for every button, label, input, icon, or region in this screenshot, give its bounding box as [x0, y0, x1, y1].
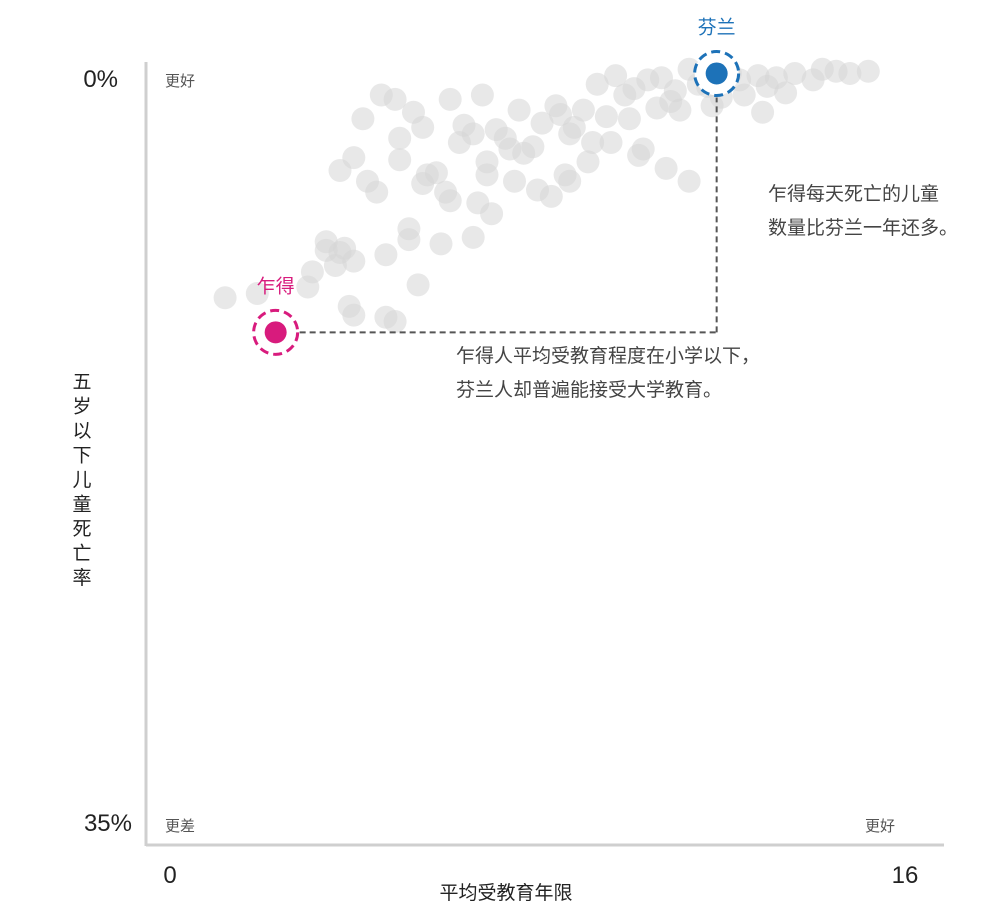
scatter-point	[645, 96, 669, 120]
scatter-point	[751, 100, 775, 124]
scatter-point	[585, 72, 609, 96]
highlight-points: 乍得 芬兰	[252, 16, 741, 356]
scatter-point	[351, 107, 375, 131]
scatter-point	[530, 111, 554, 135]
scatter-point	[300, 260, 324, 284]
scatter-point	[388, 126, 412, 150]
y-axis-label-char: 下	[72, 445, 91, 467]
y-axis-label-char: 以	[72, 420, 91, 442]
scatter-point	[383, 310, 407, 333]
scatter-point	[668, 98, 692, 122]
highlight-label-1: 芬兰	[698, 16, 736, 38]
y-axis-label-char: 死	[72, 518, 91, 540]
scatter-point	[801, 68, 825, 92]
y-tick-top: 0%	[83, 66, 118, 93]
scatter-point	[328, 241, 352, 264]
annotation-chad-line-2: 芬兰人却普遍能接受大学教育。	[456, 379, 722, 401]
scatter-point	[374, 243, 398, 267]
scatter-point	[388, 148, 412, 172]
x-tick-left: 0	[163, 862, 176, 889]
x-axis-label: 平均受教育年限	[439, 882, 572, 904]
scatter-point	[507, 98, 531, 122]
scatter-point	[397, 228, 421, 252]
scatter-point	[328, 159, 352, 182]
scatter-point	[415, 163, 439, 187]
scatter-point	[213, 286, 237, 310]
scatter-point	[617, 107, 641, 131]
scatter-point	[383, 87, 407, 111]
scatter-point	[406, 273, 430, 297]
annotation-finland-line-1: 乍得每天死亡的儿童	[768, 183, 939, 205]
scatter-point	[654, 156, 678, 180]
scatter-point	[838, 62, 862, 85]
y-axis-label-char: 率	[72, 567, 91, 589]
scatter-point	[558, 122, 582, 146]
scatter-point	[493, 126, 517, 150]
scatter-point	[677, 169, 701, 193]
background-points	[213, 57, 880, 333]
scatter-point	[245, 282, 269, 305]
corner-label-top-left: 更好	[165, 72, 195, 90]
scatter-point	[558, 169, 582, 193]
scatter-point	[571, 98, 595, 122]
scatter-point	[755, 74, 779, 98]
scatter-point	[604, 64, 628, 88]
scatter-point	[480, 202, 504, 226]
annotation-chad-line-1: 乍得人平均受教育程度在小学以下，	[456, 345, 760, 367]
scatter-point	[337, 294, 361, 318]
highlight-label-0: 乍得	[257, 275, 295, 297]
scatter-point	[549, 103, 572, 126]
scatter-point	[783, 62, 807, 85]
y-axis-label-char: 五	[72, 371, 91, 393]
scatter-point	[461, 122, 485, 146]
corner-label-bottom-right: 更好	[865, 817, 895, 835]
x-tick-right: 16	[892, 862, 919, 889]
scatter-point	[663, 79, 687, 103]
corner-label-bottom-left: 更差	[165, 817, 195, 835]
scatter-point	[627, 143, 651, 167]
scatter-point	[461, 225, 485, 249]
y-axis-label-char: 亡	[72, 543, 91, 565]
scatter-point	[581, 131, 605, 154]
scatter-point	[429, 232, 453, 256]
annotation-finland-line-2: 数量比芬兰一年还多。	[768, 217, 958, 239]
scatter-point	[539, 184, 563, 208]
scatter-point	[365, 180, 389, 204]
scatter-point	[599, 131, 623, 154]
y-axis-label-char: 儿	[72, 469, 91, 491]
scatter-point	[438, 87, 462, 111]
scatter-point	[503, 169, 526, 193]
scatter-point	[475, 163, 499, 187]
scatter-point	[856, 59, 880, 83]
scatter-point	[576, 150, 600, 174]
y-axis-label-char: 岁	[72, 396, 91, 418]
scatter-point	[774, 81, 798, 105]
y-axis-label-char: 童	[72, 494, 91, 516]
scatter-point	[512, 141, 536, 165]
highlight-point-0	[264, 321, 287, 344]
highlight-point-1	[705, 62, 728, 85]
scatter-point	[434, 180, 458, 204]
y-tick-bottom: 35%	[84, 810, 132, 837]
scatter-point	[594, 105, 618, 129]
scatter-point	[470, 83, 494, 107]
scatter-point	[402, 100, 425, 124]
scatter-point	[622, 77, 646, 101]
